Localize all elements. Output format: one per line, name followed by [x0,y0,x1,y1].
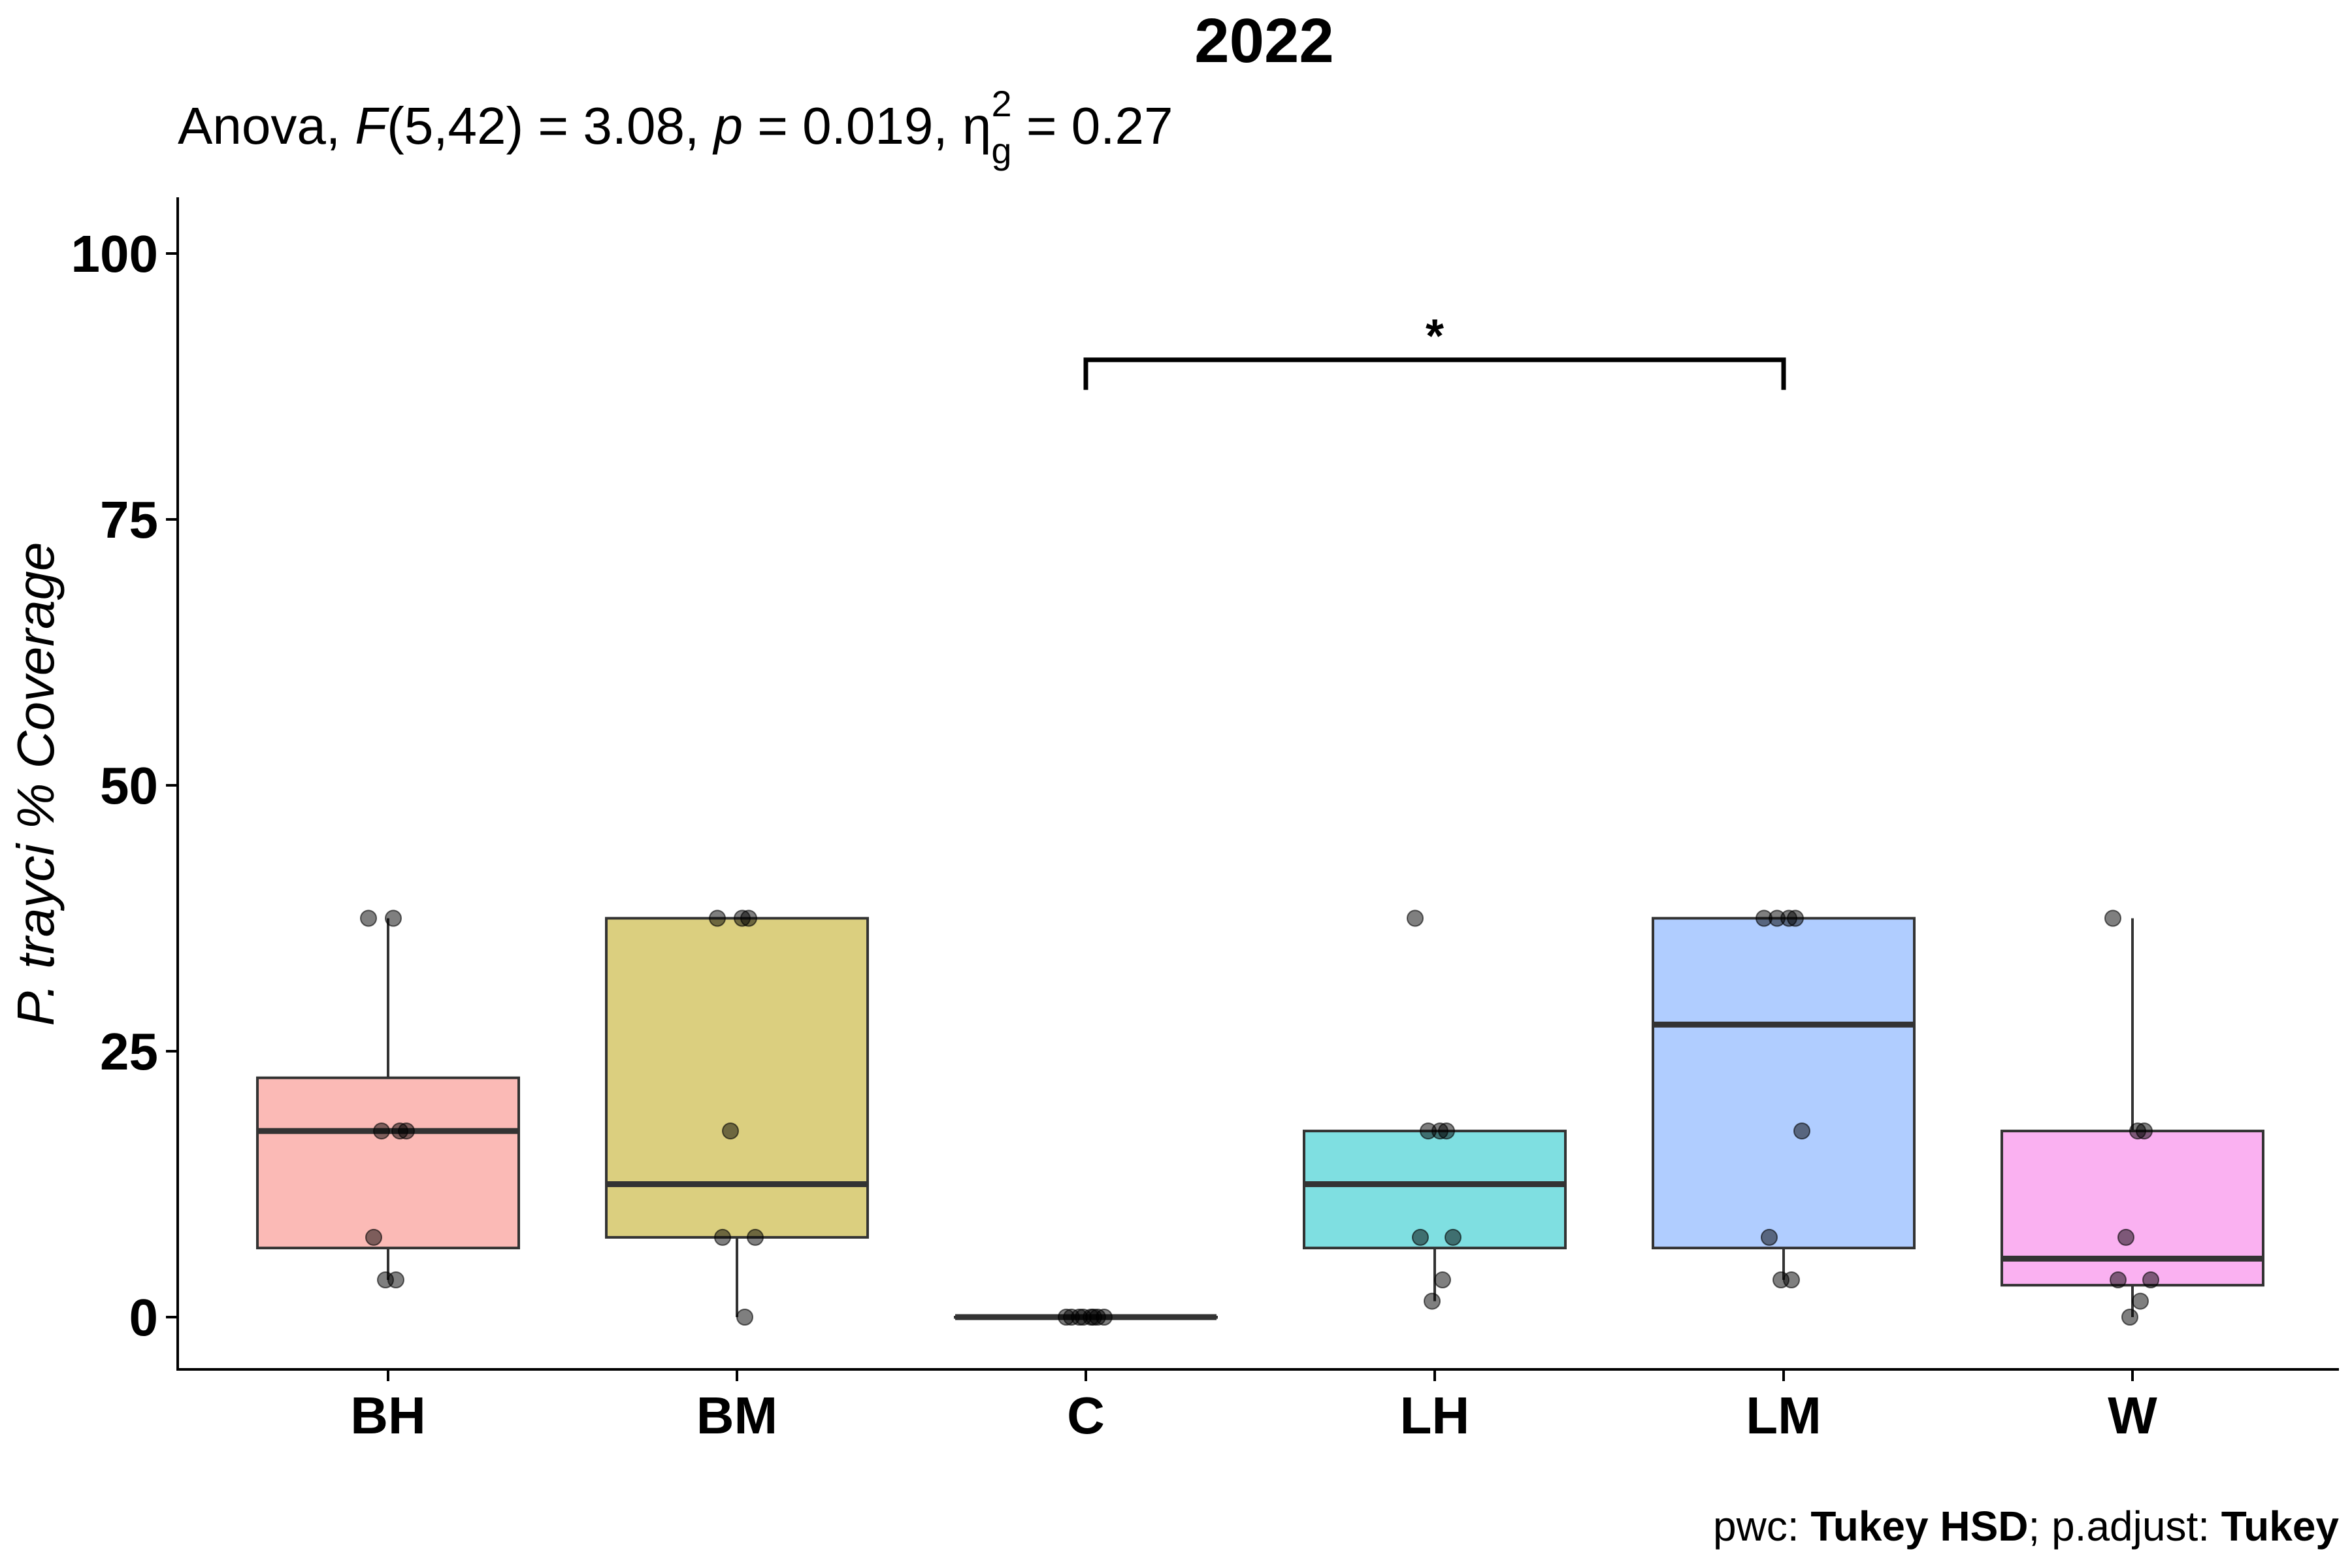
data-point [398,1122,415,1140]
x-tick-label: LH [1400,1386,1470,1445]
box-lm [1652,917,1916,1250]
data-point [722,1122,739,1140]
x-tick-label: W [2108,1386,2157,1445]
data-point [2121,1309,2138,1326]
data-point [2132,1292,2149,1310]
data-point [1761,1228,1778,1246]
data-point [1434,1271,1451,1289]
data-point [385,909,402,927]
data-point [736,1309,753,1326]
data-point [1769,909,1786,927]
data-point [1438,1122,1455,1140]
chart-title: 2022 [1194,6,1334,76]
data-point [1772,1271,1789,1289]
box-w [2001,1130,2264,1287]
data-point [1412,1228,1429,1246]
data-point [365,1228,382,1246]
data-point [747,1228,764,1246]
data-point [1420,1122,1437,1140]
data-point [1445,1228,1462,1246]
y-axis-label: P. trayci % Coverage [7,542,65,1026]
data-point [377,1271,394,1289]
data-point [2142,1271,2159,1289]
y-tick-label: 75 [100,491,158,549]
data-point [2117,1228,2134,1246]
significance-bracket [1083,357,1786,390]
y-tick-label: 25 [100,1022,158,1081]
data-point [1793,1122,1810,1140]
x-tick-label: BM [696,1386,777,1445]
box-lh [1303,1130,1567,1250]
box-bm [605,917,869,1239]
data-point [1424,1292,1441,1310]
data-point [373,1122,390,1140]
plot-area: 0 25 50 75 100 BH BM C LH LM W * [71,225,2264,1445]
data-point [360,909,377,927]
data-point [2136,1122,2153,1140]
chart-caption: pwc: Tukey HSD; p.adjust: Tukey [1713,1503,2339,1550]
y-tick-label: 100 [71,225,158,283]
chart-subtitle: Anova, F(5,42) = 3.08, p = 0.019, ηg2 = … [178,83,1173,171]
data-point [2104,909,2121,927]
box-bh [256,1076,520,1250]
x-tick-label: BH [350,1386,426,1445]
y-tick-label: 50 [100,757,158,815]
data-point [740,909,757,927]
x-tick-label: LM [1746,1386,1821,1445]
data-point [2110,1271,2127,1289]
data-point [1075,1309,1092,1326]
significance-label: * [1426,310,1444,363]
y-tick-label: 0 [129,1288,159,1347]
data-point [709,909,726,927]
data-point [1407,909,1424,927]
data-point [714,1228,731,1246]
data-point [1787,909,1804,927]
x-tick-label: C [1067,1386,1105,1445]
